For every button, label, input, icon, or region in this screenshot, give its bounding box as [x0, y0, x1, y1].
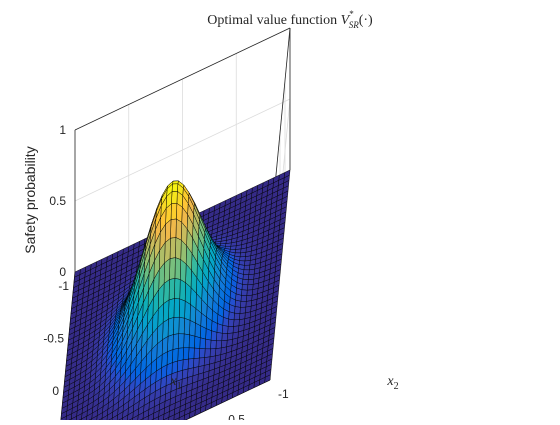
surface-patch-27-19 [169, 298, 175, 319]
surface-patch-29-18 [173, 334, 179, 350]
surface-patch-28-19 [168, 317, 174, 336]
x2-tick--0.5: -0.5 [224, 413, 245, 421]
surface-patch-28-12 [206, 329, 212, 341]
surface-patch-30-18 [172, 348, 178, 362]
surface-patch-27-8 [228, 326, 234, 333]
surface-patch-18-5 [248, 274, 254, 280]
x1-tick-0: 0 [52, 384, 59, 398]
surface-patch-27-9 [222, 325, 228, 333]
surface-patch-20-6 [242, 284, 248, 290]
surface-patch-31-16 [183, 359, 189, 370]
surface-patch-13-7 [240, 252, 246, 256]
surface-patch-25-7 [234, 313, 240, 320]
surface-patch-19-6 [242, 279, 248, 285]
surface-patch-28-14 [195, 323, 201, 338]
surface-patch-23-19 [171, 219, 177, 238]
surface-patch-23-18 [176, 219, 182, 240]
surface-patch-30-12 [205, 349, 211, 358]
surface-patch-17-6 [243, 270, 249, 275]
surface-patch-26-7 [234, 320, 240, 327]
surface-patch-24-6 [240, 307, 246, 313]
surface-patch-12-8 [235, 249, 241, 253]
surface-patch-10-10 [225, 243, 231, 246]
surface-patch-22-19 [171, 203, 177, 219]
surface-patch-30-13 [199, 348, 205, 358]
surface-patch-28-13 [200, 326, 206, 339]
surface-patch-26-8 [228, 319, 234, 326]
surface-patch-21-5 [247, 290, 253, 296]
surface-patch-23-6 [240, 301, 246, 307]
y-axis-label: x2 [386, 374, 398, 392]
z-axis-label: Safety probability [22, 146, 38, 253]
surface-patch-21-6 [241, 290, 247, 296]
surface-patch-15-6 [244, 260, 250, 265]
surface-patch-29-11 [211, 340, 217, 349]
surface-patch-25-18 [175, 258, 181, 280]
surface-patch-29-12 [205, 339, 211, 349]
surface-patch-11-8 [236, 245, 242, 250]
surface-patch-28-11 [211, 331, 217, 341]
z-tick-1: 1 [59, 123, 66, 137]
x1-tick--1: -1 [58, 279, 69, 293]
surface-patch-21-19 [172, 191, 178, 203]
surface-patch-14-6 [245, 256, 251, 261]
surface-patch-30-14 [194, 348, 200, 358]
surface-patch-26-19 [169, 278, 175, 300]
surface-patch-26-18 [174, 278, 180, 299]
surface-patch-31-13 [199, 358, 205, 367]
surface-patch-20-19 [172, 184, 178, 192]
surface-patch-29-10 [216, 341, 222, 349]
surface-patch-18-6 [243, 274, 249, 279]
z-tick-0: 0 [59, 265, 66, 279]
surface-patch-26-17 [180, 279, 186, 301]
surface-patch-31-15 [188, 359, 194, 369]
surface-patch-27-18 [174, 298, 180, 317]
surface-patch-31-17 [177, 360, 183, 372]
surface-patch-30-16 [183, 348, 189, 360]
surface-patch-23-7 [235, 300, 241, 307]
surface-patch-27-10 [217, 324, 223, 334]
surface-patch-29-15 [189, 335, 195, 348]
surface-patch-30-11 [210, 349, 216, 357]
surface-patch-11-9 [230, 246, 236, 250]
surface-patch-14-7 [240, 257, 246, 261]
surface-patch-22-5 [246, 295, 252, 301]
surface-patch-31-14 [193, 358, 199, 368]
surface-patch-19-5 [248, 279, 254, 285]
surface-patch-28-17 [179, 317, 185, 334]
surface-patch-17-5 [249, 269, 255, 275]
z-tick-0.5: 0.5 [49, 194, 66, 208]
surface-patch-16-6 [244, 265, 250, 270]
surface-patch-30-17 [178, 348, 184, 361]
surface-patch-29-13 [200, 338, 206, 349]
surface-patch-28-9 [222, 333, 228, 341]
surface-patch-25-19 [170, 258, 176, 280]
surface-patch-28-15 [190, 320, 196, 336]
surface-patch-24-18 [175, 237, 181, 259]
surface-patch-29-17 [178, 334, 184, 349]
surface-patch-27-17 [179, 299, 185, 318]
chart-title: Optimal value function V*SR(·) [207, 9, 373, 30]
surface-patch-22-6 [241, 295, 247, 301]
surface-patch-25-17 [180, 260, 186, 283]
surface-patch-29-19 [168, 335, 174, 352]
surface-patch-29-16 [184, 334, 190, 348]
surface-patch-28-18 [173, 317, 179, 334]
surface-patch-30-15 [189, 348, 195, 359]
surface-patch-24-19 [170, 237, 176, 258]
surface-patch-28-10 [216, 332, 222, 340]
surface-patch-25-8 [229, 312, 235, 320]
x2-tick--1: -1 [278, 387, 289, 401]
surface-patch-29-14 [194, 336, 200, 348]
surface-patch-24-7 [235, 307, 241, 314]
surface-patch-19-19 [173, 181, 179, 184]
surface-patch-26-9 [223, 317, 229, 326]
surface-patch-28-16 [184, 318, 190, 335]
surface-patch-20-5 [247, 284, 253, 290]
surface-patch-27-16 [185, 301, 191, 320]
x1-tick--0.5: -0.5 [43, 332, 64, 346]
